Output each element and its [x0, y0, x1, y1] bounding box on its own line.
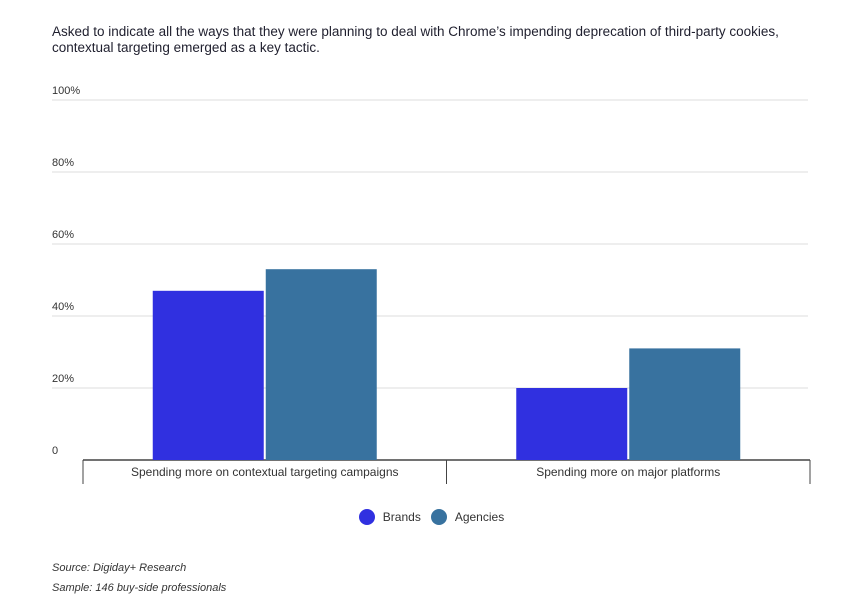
- x-category-label: Spending more on contextual targeting ca…: [131, 465, 399, 479]
- legend-label-brands: Brands: [382, 510, 421, 524]
- y-tick-label: 60%: [52, 229, 74, 241]
- x-category-label: Spending more on major platforms: [536, 465, 720, 479]
- sample-note: Sample: 146 buy-side professionals: [52, 582, 227, 594]
- legend-item-brands: Brands: [358, 509, 421, 525]
- legend-label-agencies: Agencies: [454, 510, 505, 524]
- bar-agencies-1: [265, 269, 377, 460]
- bar-brands-2: [516, 388, 628, 460]
- y-tick-label: 80%: [52, 157, 74, 169]
- y-tick-label: 40%: [52, 301, 74, 313]
- bar-brands-1: [152, 290, 264, 460]
- y-tick-label: 0: [52, 445, 58, 457]
- source-note: Source: Digiday+ Research: [52, 562, 187, 574]
- y-tick-label: 100%: [52, 85, 80, 97]
- legend-swatch-agencies: [430, 509, 447, 525]
- legend-item-agencies: Agencies: [430, 509, 505, 525]
- bar-agencies-2: [629, 348, 741, 460]
- legend-swatch-brands: [358, 509, 375, 525]
- y-tick-label: 20%: [52, 373, 74, 385]
- legend: Brands Agencies: [0, 509, 863, 525]
- chart-title: Asked to indicate all the ways that they…: [52, 24, 779, 55]
